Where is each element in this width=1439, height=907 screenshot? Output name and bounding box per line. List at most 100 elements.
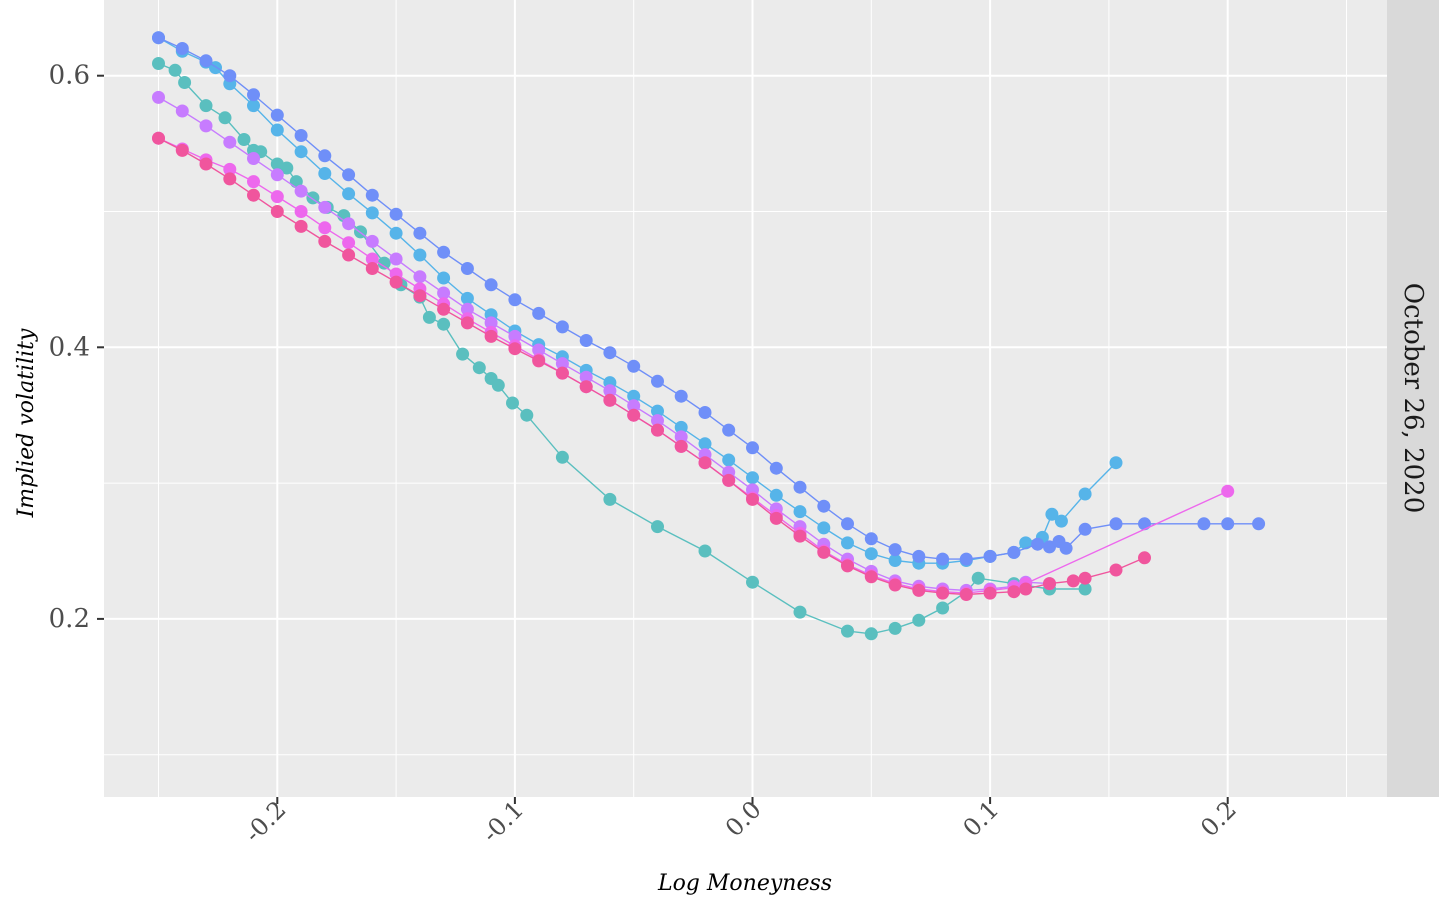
data-point: [342, 168, 356, 182]
data-point: [959, 588, 973, 601]
data-point: [769, 511, 783, 525]
data-point: [491, 378, 505, 392]
data-point: [270, 108, 284, 122]
data-point: [841, 559, 854, 573]
data-point: [1138, 551, 1151, 565]
data-point: [555, 320, 569, 334]
data-point: [888, 621, 902, 635]
data-point: [817, 499, 831, 513]
data-point: [579, 380, 593, 394]
data-point: [280, 161, 294, 175]
data-point: [508, 342, 522, 356]
facet-label: October 26, 2020: [1398, 283, 1428, 513]
data-point: [437, 317, 451, 331]
data-point: [627, 389, 641, 403]
data-point: [175, 42, 189, 55]
data-point: [237, 133, 251, 146]
data-point: [1252, 517, 1266, 531]
data-point: [912, 613, 926, 627]
data-point: [698, 544, 712, 558]
data-point: [318, 234, 332, 248]
data-point: [342, 248, 356, 262]
data-point: [152, 31, 165, 45]
data-point: [270, 205, 284, 218]
data-point: [1019, 582, 1033, 596]
data-point: [294, 184, 308, 198]
data-point: [1109, 563, 1123, 577]
y-axis-title: Implied volatility: [14, 328, 39, 518]
data-point: [888, 554, 902, 567]
data-point: [223, 135, 237, 149]
data-point: [1043, 577, 1056, 591]
data-point: [247, 88, 260, 102]
data-point: [270, 190, 284, 204]
data-point: [484, 316, 498, 330]
y-tick-label: 0.4: [49, 332, 90, 362]
data-point: [508, 329, 522, 343]
data-point: [377, 256, 391, 270]
data-point: [1007, 545, 1021, 559]
data-point: [270, 123, 284, 137]
data-point: [437, 271, 451, 285]
data-point: [389, 252, 403, 266]
data-point: [1109, 456, 1123, 470]
data-point: [1109, 517, 1123, 531]
data-point: [178, 76, 192, 89]
data-point: [864, 570, 878, 584]
data-point: [722, 453, 736, 467]
data-point: [864, 547, 878, 561]
data-point: [674, 389, 688, 403]
data-point: [1138, 517, 1151, 531]
data-point: [318, 149, 332, 163]
data-point: [1007, 585, 1021, 599]
data-point: [1078, 522, 1092, 536]
data-point: [413, 226, 427, 240]
data-point: [698, 456, 712, 470]
data-point: [294, 205, 308, 218]
y-tick-label: 0.6: [49, 61, 90, 91]
data-point: [175, 143, 189, 157]
data-point: [603, 393, 617, 407]
data-point: [318, 221, 332, 235]
data-point: [168, 63, 182, 77]
data-point: [270, 168, 284, 182]
data-point: [389, 207, 403, 221]
data-point: [294, 219, 308, 233]
data-point: [936, 586, 950, 600]
data-point: [460, 262, 474, 275]
data-point: [864, 532, 878, 546]
data-point: [223, 162, 237, 176]
facet-strip: [1387, 0, 1439, 797]
data-point: [152, 90, 165, 104]
data-point: [389, 226, 403, 240]
data-point: [365, 252, 379, 266]
data-point: [603, 492, 617, 506]
data-point: [555, 450, 569, 464]
data-point: [413, 289, 427, 303]
data-point: [1066, 574, 1080, 588]
data-point: [698, 406, 712, 419]
data-point: [936, 601, 950, 615]
data-point: [1078, 487, 1092, 501]
data-point: [1221, 517, 1235, 531]
data-point: [247, 99, 260, 113]
data-point: [1078, 582, 1092, 596]
data-point: [817, 521, 831, 535]
series-3: [152, 31, 1266, 566]
data-point: [1059, 541, 1073, 555]
data-point: [555, 366, 569, 380]
data-point: [603, 346, 617, 360]
data-point: [959, 552, 973, 566]
data-point: [460, 291, 474, 305]
data-point: [627, 399, 641, 413]
data-point: [936, 552, 950, 566]
x-tick-label: 0.0: [720, 795, 767, 842]
data-point: [520, 408, 534, 422]
data-point: [555, 357, 569, 371]
data-point: [1045, 507, 1059, 521]
data-point: [365, 262, 379, 275]
data-point: [247, 188, 260, 202]
data-point: [294, 129, 308, 142]
data-point: [484, 329, 498, 343]
